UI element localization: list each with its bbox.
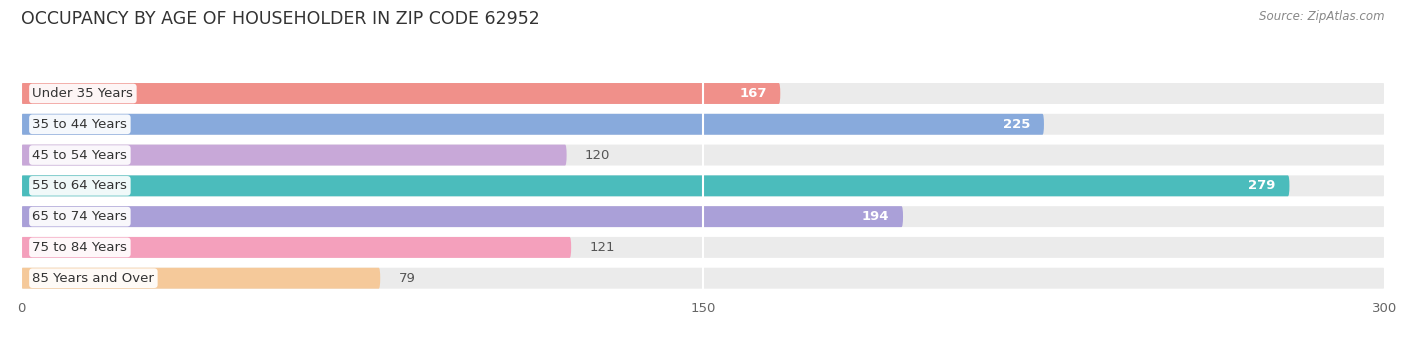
FancyBboxPatch shape [21, 114, 1385, 135]
Text: 35 to 44 Years: 35 to 44 Years [32, 118, 128, 131]
Text: 85 Years and Over: 85 Years and Over [32, 272, 155, 285]
FancyBboxPatch shape [21, 237, 571, 258]
Text: Source: ZipAtlas.com: Source: ZipAtlas.com [1260, 10, 1385, 23]
FancyBboxPatch shape [21, 114, 1045, 135]
Text: 121: 121 [589, 241, 614, 254]
Text: Under 35 Years: Under 35 Years [32, 87, 134, 100]
Text: 194: 194 [862, 210, 890, 223]
FancyBboxPatch shape [21, 83, 1385, 104]
FancyBboxPatch shape [21, 237, 1385, 258]
FancyBboxPatch shape [21, 145, 567, 165]
FancyBboxPatch shape [21, 145, 1385, 165]
FancyBboxPatch shape [21, 83, 780, 104]
Text: 225: 225 [1002, 118, 1031, 131]
FancyBboxPatch shape [21, 175, 1289, 196]
Text: 45 to 54 Years: 45 to 54 Years [32, 149, 128, 162]
FancyBboxPatch shape [21, 206, 903, 227]
Text: 55 to 64 Years: 55 to 64 Years [32, 179, 128, 192]
Text: 75 to 84 Years: 75 to 84 Years [32, 241, 128, 254]
Text: 279: 279 [1249, 179, 1275, 192]
Text: 167: 167 [740, 87, 766, 100]
Text: 120: 120 [585, 149, 610, 162]
Text: 65 to 74 Years: 65 to 74 Years [32, 210, 128, 223]
FancyBboxPatch shape [21, 268, 380, 289]
Text: 79: 79 [398, 272, 415, 285]
Text: OCCUPANCY BY AGE OF HOUSEHOLDER IN ZIP CODE 62952: OCCUPANCY BY AGE OF HOUSEHOLDER IN ZIP C… [21, 10, 540, 28]
FancyBboxPatch shape [21, 175, 1385, 196]
FancyBboxPatch shape [21, 268, 1385, 289]
FancyBboxPatch shape [21, 206, 1385, 227]
